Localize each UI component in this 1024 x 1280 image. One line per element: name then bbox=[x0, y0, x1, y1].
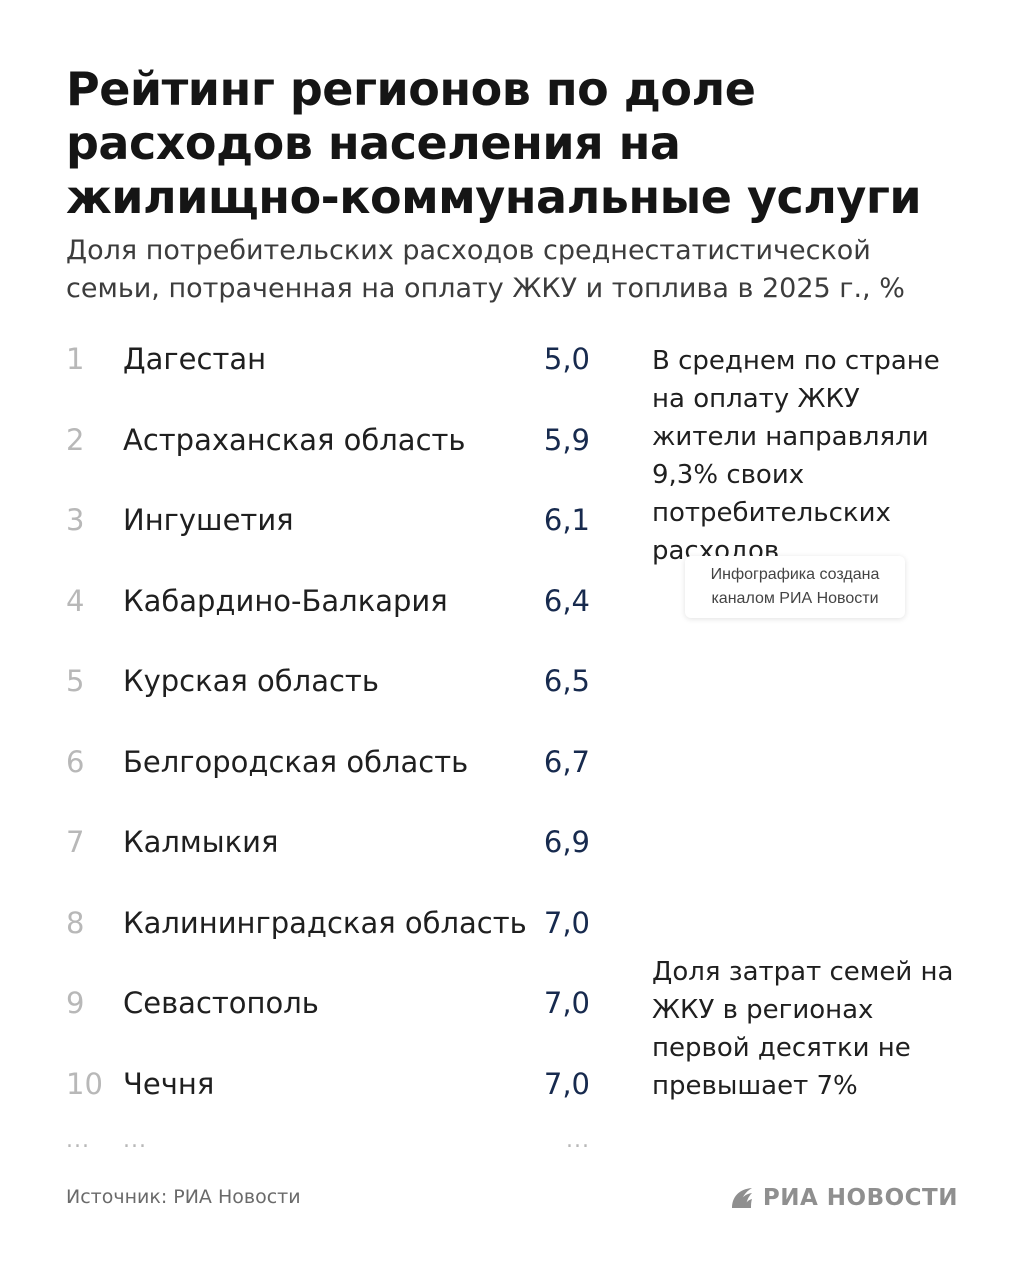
ria-logo: РИА НОВОСТИ bbox=[729, 1182, 958, 1214]
table-row: 5 Курская область 6,5 bbox=[0, 661, 620, 701]
ellipsis-rank: ... bbox=[66, 1128, 90, 1153]
row-value: 6,7 bbox=[543, 745, 590, 779]
row-region: Калмыкия bbox=[123, 825, 279, 859]
row-rank: 9 bbox=[66, 986, 85, 1020]
row-region: Ингушетия bbox=[123, 503, 294, 537]
ria-logo-text: РИА НОВОСТИ bbox=[762, 1185, 958, 1211]
row-rank: 3 bbox=[66, 503, 85, 537]
table-row: 2 Астраханская область 5,9 bbox=[0, 420, 620, 460]
ellipsis-value: ... bbox=[566, 1128, 590, 1153]
ellipsis-region: ... bbox=[123, 1128, 147, 1153]
row-rank: 1 bbox=[66, 342, 85, 376]
table-row: 9 Севастополь 7,0 bbox=[0, 983, 620, 1023]
row-region: Астраханская область bbox=[123, 423, 466, 457]
row-value: 6,5 bbox=[543, 664, 590, 698]
row-region: Курская область bbox=[123, 664, 379, 698]
row-value: 6,9 bbox=[543, 825, 590, 859]
ria-logo-icon bbox=[731, 1188, 752, 1208]
row-region: Севастополь bbox=[123, 986, 319, 1020]
row-region: Дагестан bbox=[123, 342, 267, 376]
row-value: 6,4 bbox=[543, 584, 590, 618]
table-row: 6 Белгородская область 6,7 bbox=[0, 742, 620, 782]
row-region: Кабардино-Балкария bbox=[123, 584, 448, 618]
row-value: 5,0 bbox=[543, 342, 590, 376]
average-note: В среднем по стране на оплату ЖКУ жители… bbox=[652, 346, 940, 566]
row-rank: 7 bbox=[66, 825, 85, 859]
row-rank: 2 bbox=[66, 423, 85, 457]
row-region: Калининградская область bbox=[123, 906, 527, 940]
row-value: 6,1 bbox=[543, 503, 590, 537]
table-row: 10 Чечня 7,0 bbox=[0, 1064, 620, 1104]
table-row: 4 Кабардино-Балкария 6,4 bbox=[0, 581, 620, 621]
row-value: 7,0 bbox=[543, 986, 590, 1020]
page-subtitle: Доля потребительских расходов среднестат… bbox=[66, 235, 905, 304]
row-region: Белгородская область bbox=[123, 745, 469, 779]
row-rank: 6 bbox=[66, 745, 85, 779]
source-label: Источник: РИА Новости bbox=[66, 1186, 301, 1208]
row-region: Чечня bbox=[123, 1067, 215, 1101]
badge-line-2: каналом РИА Новости bbox=[711, 590, 879, 607]
row-rank: 10 bbox=[66, 1067, 103, 1101]
row-value: 7,0 bbox=[543, 1067, 590, 1101]
top-ten-note: Доля затрат семей на ЖКУ в регионах перв… bbox=[652, 957, 954, 1101]
row-rank: 5 bbox=[66, 664, 85, 698]
badge-line-1: Инфографика создана bbox=[710, 566, 880, 583]
row-value: 5,9 bbox=[543, 423, 590, 457]
row-rank: 4 bbox=[66, 584, 85, 618]
row-rank: 8 bbox=[66, 906, 85, 940]
table-row: 1 Дагестан 5,0 bbox=[0, 339, 620, 379]
table-row: 3 Ингушетия 6,1 bbox=[0, 500, 620, 540]
row-value: 7,0 bbox=[543, 906, 590, 940]
page-title: Рейтинг регионов по доле расходов населе… bbox=[66, 62, 922, 224]
table-row: 7 Калмыкия 6,9 bbox=[0, 822, 620, 862]
table-row: 8 Калининградская область 7,0 bbox=[0, 903, 620, 943]
infographic-badge: Инфографика создана каналом РИА Новости bbox=[685, 556, 905, 618]
